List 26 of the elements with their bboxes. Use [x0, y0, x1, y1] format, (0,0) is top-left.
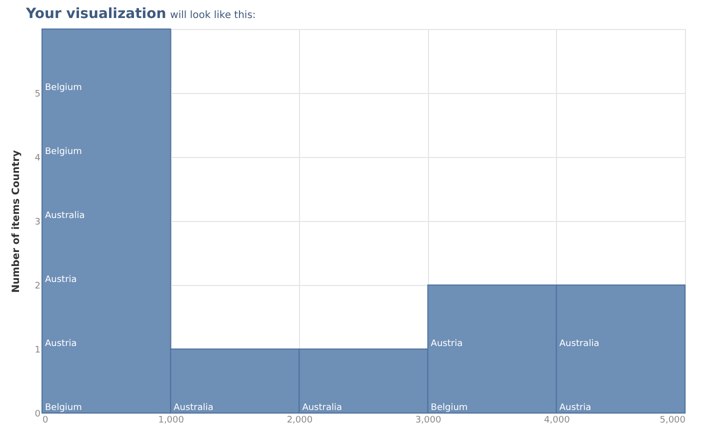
x-tick-label: 2,000 — [286, 416, 313, 426]
annotation: Belgium — [45, 403, 82, 413]
x-tick-label: 0 — [42, 416, 48, 426]
chart-subtitle: will look like this: — [170, 10, 256, 21]
annotation: Austria — [430, 339, 463, 349]
annotation: Belgium — [45, 83, 82, 93]
y-tick-label: 2 — [34, 282, 40, 292]
annotation: Belgium — [430, 403, 468, 413]
annotation: Australia — [559, 339, 600, 349]
annotation: Austria — [45, 275, 77, 285]
x-tick-label: 1,000 — [158, 416, 184, 426]
y-axis-title: Number of items Country — [10, 150, 22, 293]
x-tick-label: 4,000 — [544, 416, 570, 426]
annotation: Australia — [302, 403, 342, 413]
y-tick-label: 5 — [34, 90, 40, 100]
x-tick-label: 5,000 — [660, 416, 686, 426]
annotation: Australia — [174, 403, 214, 413]
x-tick-label: 3,000 — [415, 416, 442, 426]
annotation: Belgium — [45, 147, 82, 157]
y-tick-label: 1 — [34, 346, 40, 356]
annotation: Australia — [45, 211, 85, 221]
annotation: Austria — [45, 339, 77, 349]
y-tick-label: 4 — [34, 154, 41, 164]
annotation: Austria — [559, 403, 592, 413]
y-tick-label: 3 — [34, 218, 40, 228]
chart-title: Your visualization — [26, 6, 166, 22]
